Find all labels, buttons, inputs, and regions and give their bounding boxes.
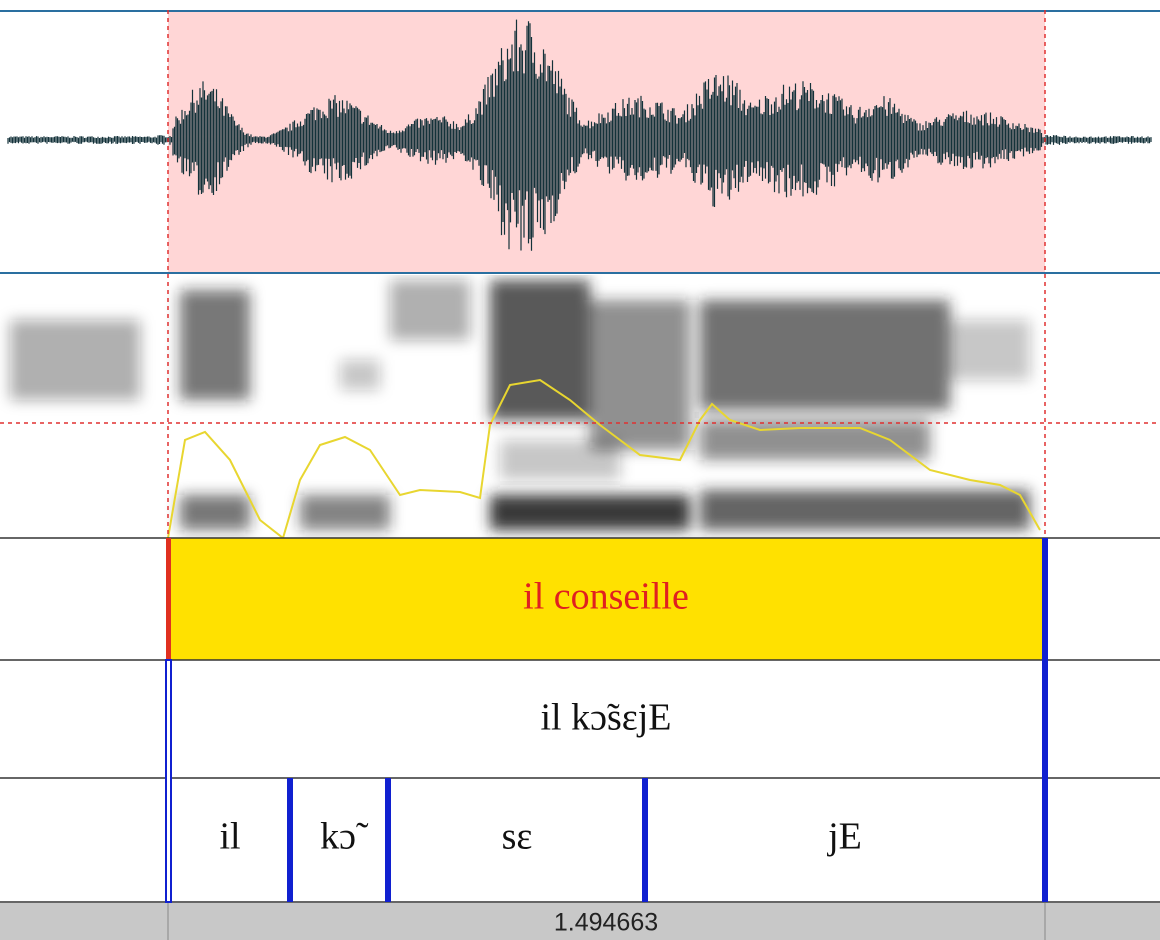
boundary[interactable] — [166, 538, 171, 660]
spectral-energy — [590, 300, 690, 450]
spectral-energy — [10, 320, 140, 400]
spectral-energy — [390, 280, 470, 340]
boundary[interactable] — [385, 778, 391, 902]
spectrogram — [10, 280, 1030, 530]
spectral-energy — [180, 290, 250, 400]
spectral-energy — [300, 495, 390, 530]
boundary[interactable] — [287, 778, 293, 902]
interval-label[interactable]: il conseille — [523, 576, 689, 618]
praat-editor: il conseille il kɔ̃sɛjE il kɔ̃ sɛ jE 1.4… — [0, 0, 1160, 940]
boundary[interactable] — [1042, 660, 1048, 902]
spectral-energy — [700, 490, 1030, 530]
boundary[interactable] — [642, 778, 648, 902]
interval-label[interactable]: jE — [826, 816, 862, 858]
selection-duration[interactable]: 1.494663 — [554, 909, 658, 937]
spectral-energy — [340, 360, 380, 390]
interval-label[interactable]: sɛ — [502, 816, 533, 858]
interval-label[interactable]: il kɔ̃sɛjE — [541, 697, 672, 739]
spectral-energy — [490, 280, 590, 420]
spectral-energy — [700, 300, 950, 410]
interval-label[interactable]: il — [219, 816, 240, 858]
spectral-energy — [500, 440, 620, 480]
spectral-energy — [950, 320, 1030, 380]
spectral-energy — [490, 495, 690, 530]
boundary[interactable] — [1042, 538, 1048, 660]
spectral-energy — [180, 495, 250, 530]
boundary[interactable] — [166, 660, 171, 902]
interval-label[interactable]: kɔ̃ — [320, 816, 369, 858]
spectral-energy — [700, 420, 930, 460]
